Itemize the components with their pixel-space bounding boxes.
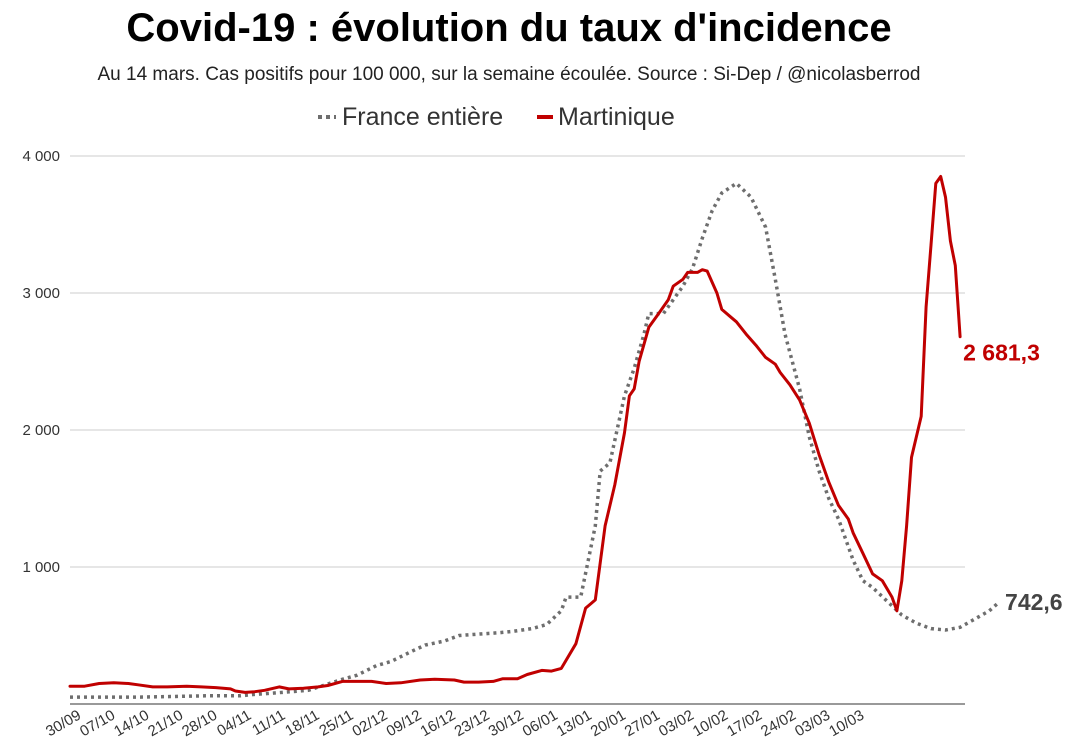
x-tick-label: 28/10 [179,707,220,740]
x-tick-label: 27/01 [622,707,663,740]
legend-label-france: France entière [342,103,503,131]
x-tick-label: 04/11 [214,707,254,740]
series-line-martinique [68,175,962,694]
x-tick-label: 16/12 [418,707,459,740]
x-tick-label: 30/09 [43,707,84,740]
series-line-france [70,181,1001,699]
chart-title: Covid-19 : évolution du taux d'incidence [126,6,892,50]
end-label-france: 742,6 [1005,589,1063,615]
legend: France entière Martinique [318,103,675,131]
x-tick-label: 17/02 [724,707,765,740]
y-tick-label: 1 000 [22,559,60,576]
x-tick-label: 07/10 [77,707,118,740]
y-tick-label: 2 000 [22,422,60,439]
legend-label-martinique: Martinique [558,103,675,131]
x-tick-label: 09/12 [383,707,424,740]
x-tick-label: 02/12 [349,707,390,740]
x-tick-label: 14/10 [111,707,152,740]
x-tick-label: 25/11 [316,707,356,740]
chart-subtitle: Au 14 mars. Cas positifs pour 100 000, s… [97,64,921,85]
x-tick-label: 06/01 [520,707,561,740]
x-tick-label: 30/12 [486,707,527,740]
y-tick-label: 4 000 [22,148,60,165]
x-tick-label: 03/03 [792,707,833,740]
x-tick-label: 23/12 [452,707,493,740]
y-tick-label: 3 000 [22,285,60,302]
x-tick-label: 24/02 [758,707,799,740]
x-tick-label: 03/02 [656,707,697,740]
end-label-martinique: 2 681,3 [963,340,1040,366]
x-tick-label: 20/01 [588,707,629,740]
x-tick-label: 18/11 [282,707,322,740]
x-tick-label: 11/11 [249,707,288,739]
x-tick-label: 13/01 [554,707,595,740]
x-tick-label: 10/03 [826,707,867,740]
x-tick-label: 21/10 [145,707,186,740]
x-tick-label: 10/02 [690,707,731,740]
